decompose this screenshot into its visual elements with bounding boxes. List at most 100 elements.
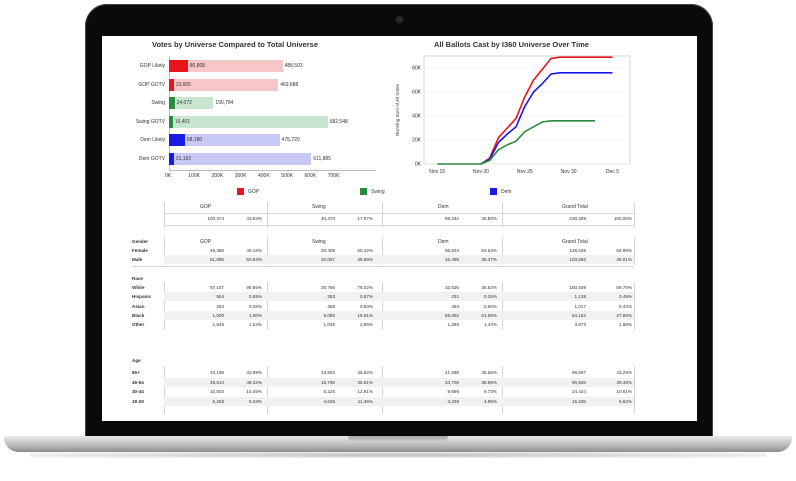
gender-cell: 20,067 <box>320 257 335 262</box>
age-title: Age <box>132 358 141 363</box>
gender-header: Dem <box>438 239 449 245</box>
bar-row-label: Swing <box>151 100 165 106</box>
age-cell: 24,424 <box>571 389 586 395</box>
summary-cell: 43.63% <box>246 216 262 221</box>
bar-row-label: GOP GOTV <box>138 81 165 88</box>
age-cell: 43.29% <box>616 370 632 375</box>
bar-votes-label: 21,162 <box>175 155 192 162</box>
gender-cell: 32,499 <box>444 257 459 262</box>
bar-row-label: Swing GOTV <box>135 118 165 125</box>
age-cell: 4.86% <box>483 398 497 404</box>
race-cell: 2.56% <box>359 322 373 328</box>
race-cell: 264 <box>216 303 224 309</box>
bar-x-tick: 400K <box>258 173 270 179</box>
bar-x-tick: 700K <box>327 173 340 179</box>
age-cell: 99,697 <box>571 370 586 375</box>
series-line-dem <box>480 71 613 165</box>
age-cell: 43,198 <box>209 370 224 375</box>
race-cell: 231 <box>451 294 459 300</box>
age-row-label: 18-29 <box>132 398 144 404</box>
y-tick-label: 0K <box>415 162 422 168</box>
race-cell: 64,152 <box>571 312 586 318</box>
bar-total <box>169 60 283 72</box>
race-cell: 353 <box>327 294 335 300</box>
bar-x-tick: 200K <box>211 173 224 179</box>
bar-total <box>169 97 214 109</box>
bar-votes <box>169 115 173 128</box>
legend-label: GOP <box>248 189 260 195</box>
column-divider <box>382 366 383 414</box>
gender-cell: 54.99% <box>616 248 632 253</box>
age-cell: 90,926 <box>571 379 586 385</box>
age-cell: 48.32% <box>246 379 262 385</box>
bar-votes <box>169 60 188 72</box>
race-cell: 554 <box>216 294 224 300</box>
gender-cell: 49,388 <box>209 248 224 253</box>
gender-header: Swing <box>312 239 326 245</box>
gender-cell: 126,636 <box>569 248 586 253</box>
legend-label: Swing <box>371 189 385 195</box>
x-tick-label: Nov 15 <box>429 169 445 175</box>
bar-x-tick: 0K <box>165 173 172 179</box>
gender-row-label: Male <box>132 257 143 262</box>
y-tick-label: 40K <box>412 114 422 120</box>
gender-cell: 103,650 <box>569 257 586 262</box>
row-stripe <box>164 255 634 264</box>
race-cell: 1.00% <box>248 312 262 318</box>
column-divider <box>502 237 503 265</box>
row-stripe <box>164 292 634 302</box>
gender-cell: 20,405 <box>320 248 335 253</box>
bar-total-label: 611,885 <box>313 155 331 162</box>
age-cell: 15,236 <box>571 398 586 404</box>
race-title: Race <box>132 276 143 281</box>
race-cell: 8,060 <box>323 312 336 318</box>
bar-votes-label: 80,808 <box>189 63 206 69</box>
gender-cell: 45.01% <box>616 257 632 262</box>
gender-title: Gender <box>132 239 149 244</box>
race-cell: 0.44% <box>618 303 632 309</box>
legend-swatch <box>237 188 244 195</box>
gender-cell: 49.58% <box>357 257 373 262</box>
x-tick-label: Nov 25 <box>517 169 533 175</box>
row-stripe <box>164 377 634 387</box>
y-tick-label: 80K <box>412 66 422 72</box>
column-divider <box>382 237 383 265</box>
race-cell: 259 <box>327 303 335 309</box>
bar-votes <box>169 78 174 91</box>
bar-chart-title: Votes by Universe Compared to Total Univ… <box>152 40 319 49</box>
legend-label: Dem <box>501 189 512 195</box>
race-cell: 97,107 <box>209 285 224 290</box>
gender-cell: 63.63% <box>481 248 497 253</box>
age-cell: 41,596 <box>444 370 459 375</box>
column-divider <box>164 202 165 228</box>
gender-row-label: Female <box>132 248 148 253</box>
age-cell: 14,903 <box>320 370 335 375</box>
gender-cell: 49.16% <box>246 248 262 253</box>
bar-votes-label: 19,665 <box>175 81 191 88</box>
summary-cell: 230,289 <box>569 216 586 221</box>
age-cell: 38.85% <box>481 379 497 385</box>
summary-cell: 40,473 <box>320 216 335 221</box>
race-cell: 1,138 <box>574 294 587 300</box>
column-divider <box>267 366 268 414</box>
race-cell: 0.26% <box>248 303 262 309</box>
race-cell: 494 <box>451 303 459 309</box>
age-cell: 10,503 <box>209 389 224 395</box>
age-cell: 11.46% <box>357 398 373 404</box>
column-divider <box>164 237 165 265</box>
race-cell: 61.66% <box>481 312 497 318</box>
laptop-base <box>4 436 792 452</box>
column-divider <box>502 202 503 228</box>
age-cell: 42.99% <box>246 370 262 375</box>
y-tick-label: 60K <box>412 90 422 96</box>
race-cell: 3,873 <box>574 322 587 328</box>
race-cell: 0.26% <box>483 294 497 300</box>
x-tick-label: Dec 5 <box>606 169 619 175</box>
laptop-notch <box>348 436 448 442</box>
race-cell: 1,289 <box>447 322 460 328</box>
summary-cell: 17.57% <box>357 216 373 221</box>
column-divider <box>502 282 503 330</box>
race-cell: 19.91% <box>357 312 373 318</box>
age-cell: 12.91% <box>357 389 373 395</box>
race-cell: 0.55% <box>248 294 262 300</box>
